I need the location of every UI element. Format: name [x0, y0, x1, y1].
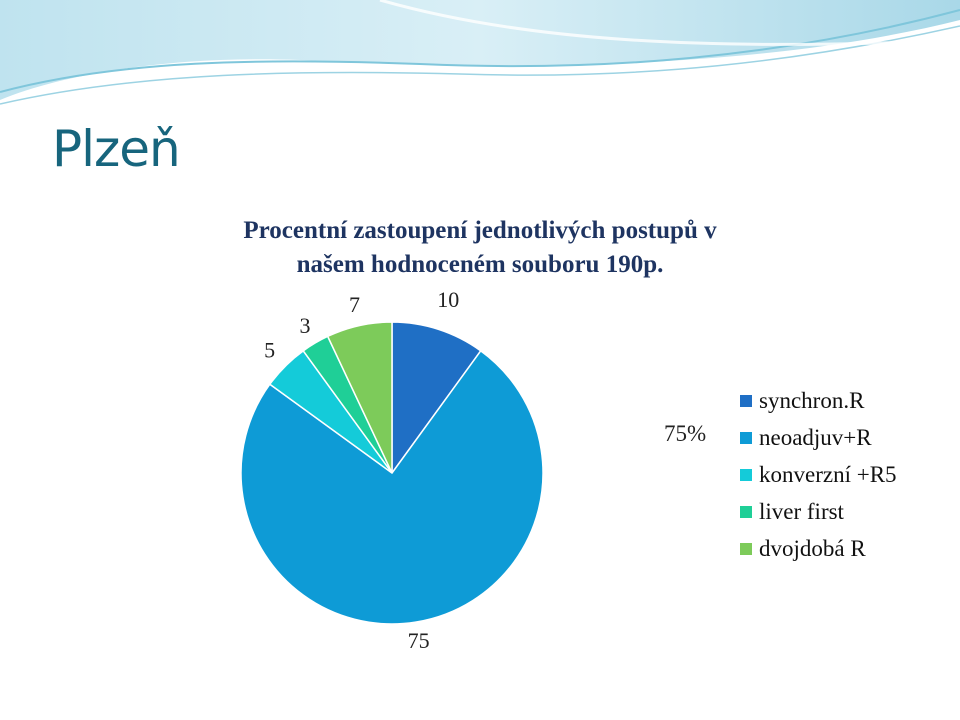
- legend-swatch: [740, 431, 752, 444]
- legend-label: konverzní +R5: [759, 461, 897, 487]
- chart-title: Procentní zastoupení jednotlivých postup…: [150, 214, 810, 282]
- header-wave-decoration: [0, 0, 960, 105]
- data-label: 10: [437, 287, 459, 312]
- legend-swatch: [740, 505, 752, 518]
- legend-item: synchron.R: [740, 382, 897, 419]
- data-label: 7: [349, 292, 360, 317]
- legend-item: dvojdobá R: [740, 530, 897, 567]
- legend-swatch: [740, 542, 752, 555]
- percent-label: 75%: [664, 421, 707, 446]
- legend-label: liver first: [759, 498, 844, 524]
- legend-swatch: [740, 468, 752, 481]
- legend-item: konverzní +R5: [740, 456, 897, 493]
- pie-slice: [240, 349, 544, 625]
- pie-slice: [391, 321, 482, 476]
- legend-swatch: [740, 394, 752, 407]
- data-label: 75: [408, 628, 430, 653]
- slide-title: Plzeň: [52, 120, 181, 178]
- chart-title-line1: Procentní zastoupení jednotlivých postup…: [243, 217, 717, 244]
- data-label: 5: [264, 338, 275, 363]
- chart-legend: synchron.R neoadjuv+R konverzní +R5 live…: [740, 382, 897, 567]
- legend-label: synchron.R: [759, 387, 865, 413]
- legend-label: dvojdobá R: [759, 535, 866, 561]
- legend-item: liver first: [740, 493, 897, 530]
- legend-item: neoadjuv+R: [740, 419, 897, 456]
- legend-label: neoadjuv+R: [759, 424, 872, 450]
- data-label: 3: [299, 313, 310, 338]
- chart-title-line2: našem hodnoceném souboru 190p.: [296, 251, 664, 278]
- pie-slice: [326, 321, 393, 474]
